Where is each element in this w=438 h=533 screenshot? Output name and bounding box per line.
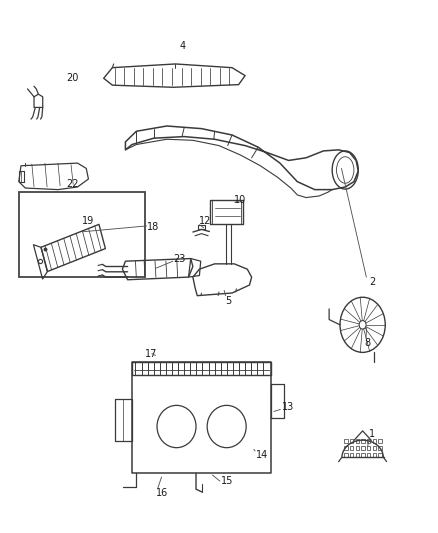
Text: 4: 4 — [180, 42, 186, 52]
Text: 19: 19 — [82, 216, 94, 227]
Bar — [373, 439, 376, 443]
Text: 17: 17 — [145, 349, 157, 359]
Bar — [361, 439, 365, 443]
Text: 5: 5 — [226, 296, 232, 306]
Bar — [344, 446, 348, 450]
Bar — [350, 446, 353, 450]
Text: 13: 13 — [282, 402, 294, 412]
Bar — [356, 453, 359, 457]
Text: 1: 1 — [369, 429, 375, 439]
Bar — [378, 446, 382, 450]
Bar — [361, 446, 365, 450]
Text: 14: 14 — [256, 450, 268, 460]
Text: 8: 8 — [365, 338, 371, 349]
Bar — [373, 453, 376, 457]
Bar — [367, 453, 371, 457]
Text: 12: 12 — [199, 216, 212, 227]
Text: 2: 2 — [369, 277, 375, 287]
Text: 10: 10 — [234, 195, 247, 205]
Text: 18: 18 — [147, 222, 159, 232]
Text: 22: 22 — [67, 179, 79, 189]
Bar — [356, 439, 359, 443]
Text: 20: 20 — [67, 73, 79, 83]
Bar — [378, 453, 382, 457]
Text: 15: 15 — [221, 477, 233, 486]
Text: 16: 16 — [156, 488, 168, 498]
Bar — [344, 439, 348, 443]
Text: 23: 23 — [173, 254, 186, 263]
Bar — [367, 439, 371, 443]
Bar — [367, 446, 371, 450]
Bar — [19, 192, 145, 277]
Bar — [350, 453, 353, 457]
Bar — [356, 446, 359, 450]
Bar — [378, 439, 382, 443]
Bar — [361, 453, 365, 457]
Bar — [344, 453, 348, 457]
Bar — [350, 439, 353, 443]
Bar — [373, 446, 376, 450]
